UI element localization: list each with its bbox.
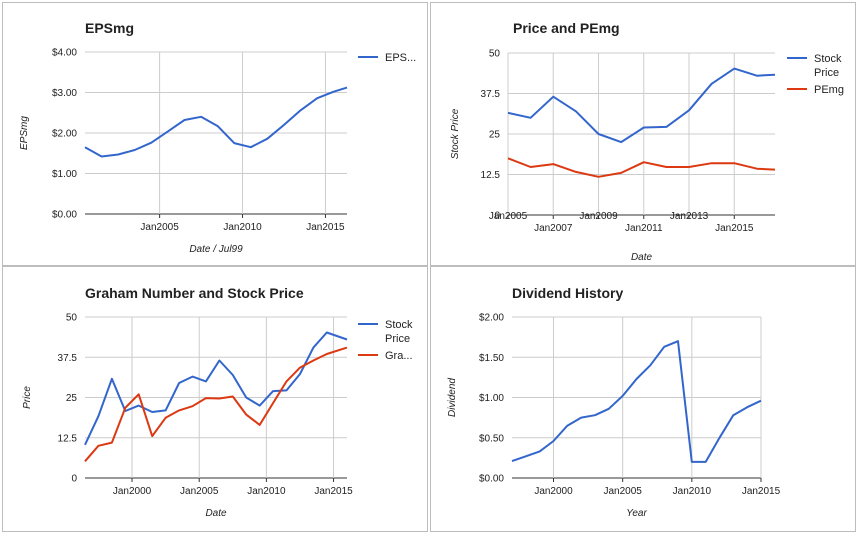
price-pe-chart: Price and PEmg 0 12.5 25 37.5 50 Jan2005 Jan200… [450, 20, 844, 263]
price-pe-y-tick-label: 12.5 [481, 170, 501, 181]
price-pe-x-tick-label: Jan2015 [715, 223, 754, 234]
graham-y-tick-label: 50 [66, 313, 78, 324]
dividend-x-tick-label: Jan2000 [534, 486, 573, 497]
graham-x-tick-label: Jan2015 [314, 486, 353, 497]
eps-y-tick-label: $0.00 [52, 210, 77, 221]
dividend-chart-panel: Dividend History $0.00 $0.50 $1.00 $1.50 $2.0… [430, 266, 856, 532]
graham-legend-label: Gra... [385, 350, 413, 362]
price-pe-chart-panel: Price and PEmg 0 12.5 25 37.5 50 Jan2005 Jan200… [430, 2, 856, 266]
graham-x-tick-label: Jan2000 [113, 486, 152, 497]
graham-series-line-1 [84, 346, 348, 462]
graham-y-tick-label: 37.5 [58, 353, 78, 364]
graham-x-tick-label: Jan2010 [247, 486, 286, 497]
eps-chart-panel: EPSmg $0.00 $1.00 $2.00 $3.00 $4.00 Jan2005 Jan… [2, 2, 428, 266]
dividend-x-tick-label: Jan2005 [603, 486, 642, 497]
eps-y-tick-label: $1.00 [52, 169, 77, 180]
price-pe-series-line-0 [507, 67, 776, 144]
graham-y-tick-label: 12.5 [58, 433, 78, 444]
graham-legend-label: Stock Price [385, 319, 413, 345]
graham-x-axis-label: Date [205, 508, 227, 519]
graham-x-tick-label: Jan2005 [180, 486, 219, 497]
graham-y-tick-label: 0 [71, 474, 77, 485]
graham-y-tick-label: 25 [66, 393, 78, 404]
eps-chart-title: EPSmg [85, 20, 134, 36]
price-pe-y-tick-label: 37.5 [481, 89, 501, 100]
eps-legend-label: EPS... [385, 52, 416, 64]
price-pe-y-tick-label: 0 [494, 211, 500, 222]
dividend-x-tick-label: Jan2015 [742, 486, 781, 497]
price-pe-y-axis-label: Stock Price [450, 108, 461, 159]
price-pe-chart-title: Price and PEmg [513, 20, 620, 36]
dividend-y-tick-label: $0.00 [479, 474, 504, 485]
graham-y-axis-label: Price [22, 386, 33, 409]
eps-chart: EPSmg $0.00 $1.00 $2.00 $3.00 $4.00 Jan2005 Jan… [19, 20, 416, 255]
dividend-chart: Dividend History $0.00 $0.50 $1.00 $1.50 $2.0… [447, 285, 781, 519]
eps-x-tick-label: Jan2010 [223, 222, 262, 233]
eps-x-tick-label: Jan2015 [306, 222, 345, 233]
dividend-y-axis-label: Dividend [447, 378, 458, 417]
graham-series-line-0 [84, 331, 348, 446]
price-pe-x-axis-label: Date [631, 252, 653, 263]
graham-chart-panel: Graham Number and Stock Price 0 12.5 25 37.5… [2, 266, 428, 532]
eps-y-tick-label: $2.00 [52, 129, 77, 140]
price-pe-legend-label: Stock Price [814, 53, 842, 79]
eps-y-tick-label: $3.00 [52, 88, 77, 99]
graham-chart-title: Graham Number and Stock Price [85, 285, 304, 301]
eps-x-tick-label: Jan2005 [140, 222, 179, 233]
eps-x-axis-label: Date / Jul99 [189, 244, 243, 255]
eps-series-line-0 [84, 86, 348, 158]
eps-y-tick-label: $4.00 [52, 48, 77, 59]
price-pe-y-tick-label: 25 [489, 130, 501, 141]
dividend-y-tick-label: $1.00 [479, 393, 504, 404]
price-pe-x-tick-label: Jan2009 [579, 211, 618, 222]
price-pe-x-tick-label: Jan2011 [625, 223, 663, 234]
dividend-chart-title: Dividend History [512, 285, 623, 301]
price-pe-y-tick-label: 50 [489, 49, 501, 60]
dividend-y-tick-label: $1.50 [479, 353, 504, 364]
price-pe-x-tick-label: Jan2007 [534, 223, 573, 234]
dividend-series-line-0 [511, 340, 762, 463]
dividend-x-tick-label: Jan2010 [673, 486, 712, 497]
price-pe-x-tick-label: Jan2005 [489, 211, 528, 222]
dividend-x-axis-label: Year [626, 508, 647, 519]
price-pe-series-line-1 [507, 157, 776, 178]
price-pe-x-tick-label: Jan2013 [670, 211, 709, 222]
dividend-y-tick-label: $0.50 [479, 433, 504, 444]
dividend-y-tick-label: $2.00 [479, 313, 504, 324]
graham-chart: Graham Number and Stock Price 0 12.5 25 37.5… [22, 285, 413, 519]
eps-y-axis-label: EPSmg [19, 116, 30, 150]
price-pe-legend-label: PEmg [814, 84, 844, 96]
